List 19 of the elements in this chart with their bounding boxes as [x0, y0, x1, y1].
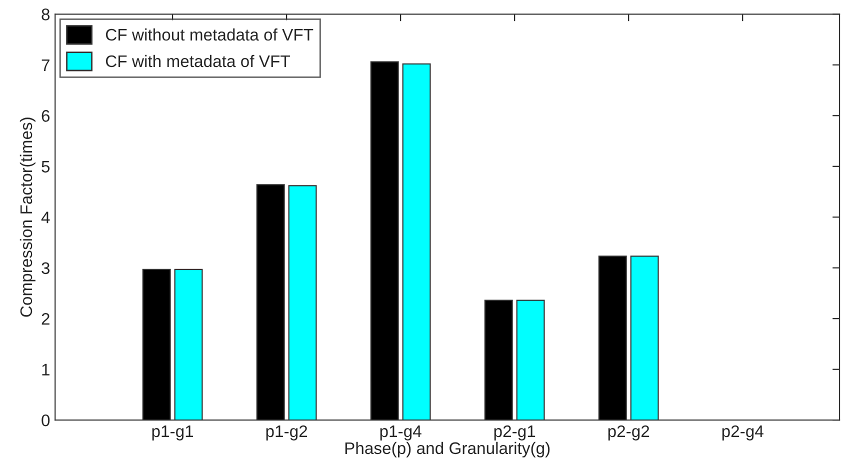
x-tick-label: p2-g4 — [722, 425, 764, 440]
y-tick-label: 3 — [42, 262, 50, 274]
x-tick-label: p2-g2 — [608, 425, 650, 440]
x-tick-label: p1-g2 — [266, 425, 308, 440]
y-axis-title: Compression Factor(times) — [20, 118, 36, 317]
y-tick-label: 5 — [42, 160, 50, 173]
y-tick-label: 4 — [41, 212, 50, 224]
legend-label: CF without metadata of VFT — [106, 28, 314, 41]
y-tick-label: 2 — [42, 313, 50, 325]
x-tick-label: p1-g4 — [380, 426, 422, 440]
y-tick-label: 8 — [42, 8, 50, 20]
y-tick-label: 6 — [42, 110, 50, 122]
y-tick-label: 1 — [42, 364, 50, 376]
y-tick-label: 0 — [42, 414, 50, 426]
y-tick-label: 7 — [42, 59, 50, 71]
x-tick-label: p1-g1 — [152, 426, 194, 440]
x-tick-label: p2-g1 — [494, 425, 536, 440]
x-axis-title: Phase(p) and Granularity(g) — [345, 442, 550, 458]
legend-label: CF with metadata of VFT — [106, 54, 290, 68]
